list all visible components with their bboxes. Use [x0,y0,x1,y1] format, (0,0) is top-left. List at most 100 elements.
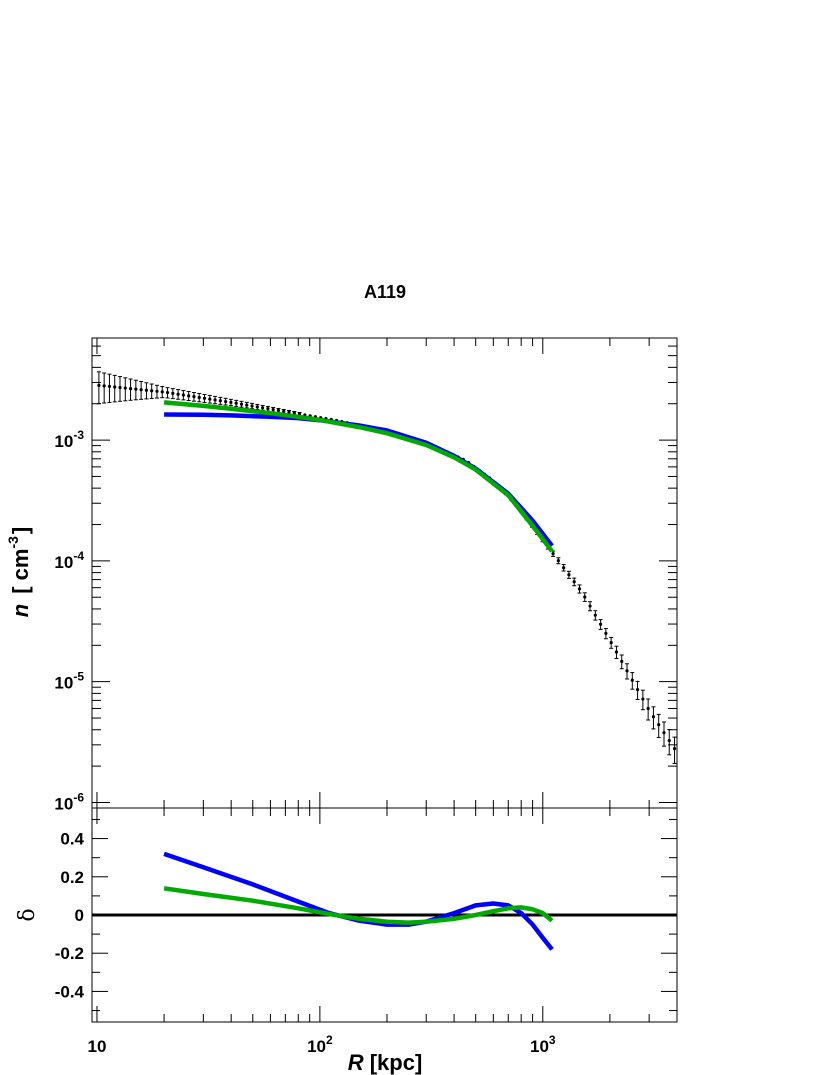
data-point [604,631,608,636]
x-tick-label-base: 10 [88,1037,107,1056]
data-point [150,389,154,393]
data-point [583,595,587,599]
data-point [144,388,149,392]
data-point [599,622,603,626]
data-point [287,410,291,414]
data-point [250,404,254,408]
data-point [181,393,185,397]
data-point [213,398,217,402]
data-point [192,395,196,399]
data-point [197,395,201,400]
data-point [551,552,555,556]
y-tick-label-exponent: -6 [73,790,84,804]
chart-title: A119 [364,282,406,302]
data-point [134,387,138,391]
data-point [187,394,191,398]
x-tick-label: 103 [530,1033,556,1056]
data-point [266,407,270,411]
x-tick-label-base: 10 [530,1037,549,1056]
data-point [239,402,244,406]
residual-y-tick-label: -0.2 [55,944,84,963]
data-point [102,384,106,388]
residual-y-tick-label: 0.2 [60,868,84,887]
data-point [234,401,238,405]
data-point [171,391,175,395]
data-point [224,399,228,404]
data-point [567,573,571,577]
data-point [128,386,133,391]
data-point [577,587,582,591]
data-point [160,390,164,394]
profile-y-tick-label: 10-3 [54,428,84,451]
x-axis-symbol: R [348,1050,364,1075]
y-tick-label-exponent: -4 [73,549,84,563]
x-axis-title: R [kpc] [348,1050,423,1075]
data-point [118,385,122,390]
residual-y-tick-label: 0.4 [60,830,84,849]
y-tick-label-exponent: -3 [73,428,84,442]
top-y-axis-unit-exponent: -3 [5,536,21,549]
data-point [588,604,592,608]
x-tick-label: 10 [88,1037,107,1056]
data-point [282,409,286,413]
data-point [651,715,656,719]
data-point [657,723,661,727]
data-point [139,388,143,392]
data-point [672,747,677,751]
data-point [208,397,212,401]
data-point [609,640,613,645]
data-point [123,386,127,390]
y-tick-label-exponent: -5 [73,670,84,684]
data-point [635,688,640,692]
data-point [556,559,560,563]
profile-y-tick-label: 10-6 [54,790,84,813]
y-tick-label-base: 10 [54,794,73,813]
data-point [562,566,566,570]
profile-y-tick-label: 10-5 [54,670,84,693]
fit-curve-0 [164,412,554,548]
data-point [667,739,671,743]
residual-y-tick-label: -0.4 [55,982,85,1001]
data-point [271,407,275,412]
y-tick-label-base: 10 [54,553,73,572]
x-tick-label: 102 [307,1033,333,1056]
data-point [261,406,265,410]
data-point [662,731,666,735]
x-tick-label-exponent: 3 [549,1033,556,1047]
fit-curve-1 [163,400,554,553]
profile-plot-frame [91,337,678,809]
data-point [641,697,645,701]
data-point [620,659,624,664]
data-point [625,669,629,673]
data-point [646,706,650,711]
x-tick-label-base: 10 [307,1037,326,1056]
data-point [107,384,112,389]
y-tick-label-base: 10 [54,674,73,693]
data-point [97,383,101,387]
bottom-y-axis-title: δ [15,908,40,921]
top-y-axis-unit: [ cm [8,549,33,594]
data-point [630,678,634,682]
x-axis-unit: [kpc] [364,1050,423,1075]
data-point [593,613,597,617]
data-point [255,405,259,409]
data-point [218,399,222,403]
profile-y-tick-label: 10-4 [54,549,84,572]
data-point [155,389,159,393]
data-point [276,408,281,413]
residual-y-tick-label: 0 [75,906,84,925]
data-point [229,400,233,404]
residual-curve-0 [163,851,554,951]
data-point [245,403,249,407]
data-point [165,390,170,395]
y-tick-label-base: 10 [54,432,73,451]
data-point [572,580,576,584]
svg-text:n[ cm-3]: n [ cm-3] [5,527,33,617]
x-tick-label-exponent: 2 [326,1033,333,1047]
data-point [176,392,180,396]
data-point [614,650,619,654]
residual-curve-1 [163,886,554,925]
top-y-axis-title: n [ cm-3] [5,527,33,617]
